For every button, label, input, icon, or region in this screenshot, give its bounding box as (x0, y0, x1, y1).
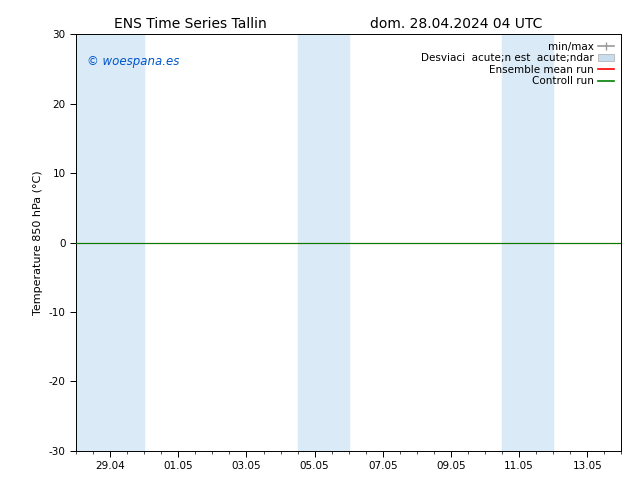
Text: ENS Time Series Tallin: ENS Time Series Tallin (114, 17, 266, 31)
Text: dom. 28.04.2024 04 UTC: dom. 28.04.2024 04 UTC (370, 17, 543, 31)
Legend: min/max, Desviaci  acute;n est  acute;ndar, Ensemble mean run, Controll run: min/max, Desviaci acute;n est acute;ndar… (420, 40, 616, 88)
Bar (502, 34, 553, 451)
Y-axis label: Temperature 850 hPa (°C): Temperature 850 hPa (°C) (33, 170, 43, 315)
Bar (297, 34, 349, 451)
Text: © woespana.es: © woespana.es (87, 55, 179, 68)
Bar (76, 34, 144, 451)
